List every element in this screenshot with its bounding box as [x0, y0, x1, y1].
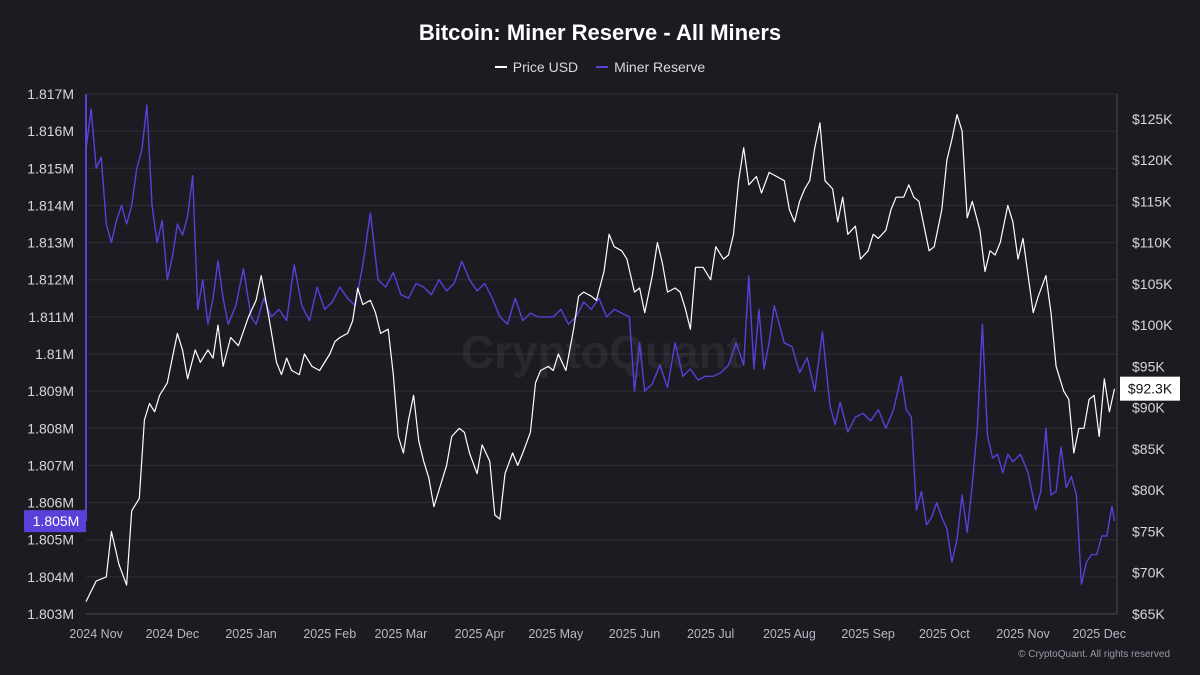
right-tick-label-5: $90K	[1132, 400, 1165, 416]
right-tick-label-8: $105K	[1132, 276, 1173, 292]
left-tick-label-1: 1.804M	[27, 569, 74, 585]
right-tick-label-2: $75K	[1132, 523, 1165, 539]
x-tick-label-1: 2024 Dec	[146, 627, 200, 641]
x-tick-label-9: 2025 Aug	[763, 627, 816, 641]
x-tick-label-12: 2025 Nov	[996, 627, 1050, 641]
left-tick-label-9: 1.812M	[27, 272, 74, 288]
left-tick-label-3: 1.806M	[27, 495, 74, 511]
x-tick-label-7: 2025 Jun	[609, 627, 660, 641]
right-tick-label-1: $70K	[1132, 565, 1165, 581]
x-tick-label-6: 2025 May	[528, 627, 584, 641]
left-tick-label-0: 1.803M	[27, 606, 74, 622]
left-tick-label-8: 1.811M	[28, 309, 74, 325]
price-current-badge	[1120, 376, 1180, 401]
right-tick-label-9: $110K	[1132, 235, 1172, 251]
right-tick-label-7: $100K	[1132, 317, 1173, 333]
left-tick-label-7: 1.81M	[35, 346, 74, 362]
x-tick-label-0: 2024 Nov	[69, 627, 123, 641]
x-tick-label-11: 2025 Oct	[919, 627, 970, 641]
reserve-current-badge	[24, 510, 86, 533]
left-tick-label-10: 1.813M	[27, 235, 74, 251]
left-tick-label-6: 1.809M	[27, 383, 74, 399]
legend-label-reserve: Miner Reserve	[614, 59, 706, 75]
chart-legend: Price USD Miner Reserve	[0, 59, 1200, 75]
right-tick-label-11: $120K	[1132, 152, 1173, 168]
x-tick-label-2: 2025 Jan	[225, 627, 276, 641]
left-tick-label-2: 1.805M	[27, 532, 74, 548]
x-tick-label-5: 2025 Apr	[455, 627, 505, 641]
left-tick-label-13: 1.816M	[27, 123, 74, 139]
right-tick-label-12: $125K	[1132, 111, 1173, 127]
left-tick-label-4: 1.807M	[27, 457, 74, 473]
right-tick-label-6: $95K	[1132, 358, 1165, 374]
x-tick-label-13: 2025 Dec	[1072, 627, 1126, 641]
series-line-price-usd[interactable]	[85, 113, 1116, 602]
right-tick-label-0: $65K	[1132, 606, 1165, 622]
left-tick-label-5: 1.808M	[27, 420, 74, 436]
legend-swatch-price	[494, 66, 507, 68]
right-tick-label-3: $80K	[1132, 482, 1165, 498]
x-tick-label-4: 2025 Mar	[374, 627, 427, 641]
price-current-label: $92.3K	[1128, 381, 1173, 397]
legend-swatch-reserve	[596, 66, 609, 68]
legend-item-price[interactable]: Price USD	[494, 59, 579, 75]
legend-item-reserve[interactable]: Miner Reserve	[596, 59, 705, 75]
x-tick-label-10: 2025 Sep	[841, 627, 895, 641]
copyright-footer: © CryptoQuant. All rights reserved	[1018, 649, 1170, 660]
series-line-miner-reserve[interactable]	[85, 104, 1116, 585]
x-tick-label-3: 2025 Feb	[303, 627, 356, 641]
right-tick-label-4: $85K	[1132, 441, 1165, 457]
reserve-current-label: 1.805M	[33, 513, 80, 529]
legend-label-price: Price USD	[512, 59, 579, 75]
watermark-text: CryptoQuant	[461, 326, 742, 378]
chart-title: Bitcoin: Miner Reserve - All Miners	[418, 20, 782, 45]
left-tick-label-14: 1.817M	[27, 86, 74, 102]
left-tick-label-12: 1.815M	[27, 160, 74, 176]
left-tick-label-11: 1.814M	[27, 197, 74, 213]
right-tick-label-10: $115K	[1132, 193, 1172, 209]
x-tick-label-8: 2025 Jul	[687, 627, 734, 641]
